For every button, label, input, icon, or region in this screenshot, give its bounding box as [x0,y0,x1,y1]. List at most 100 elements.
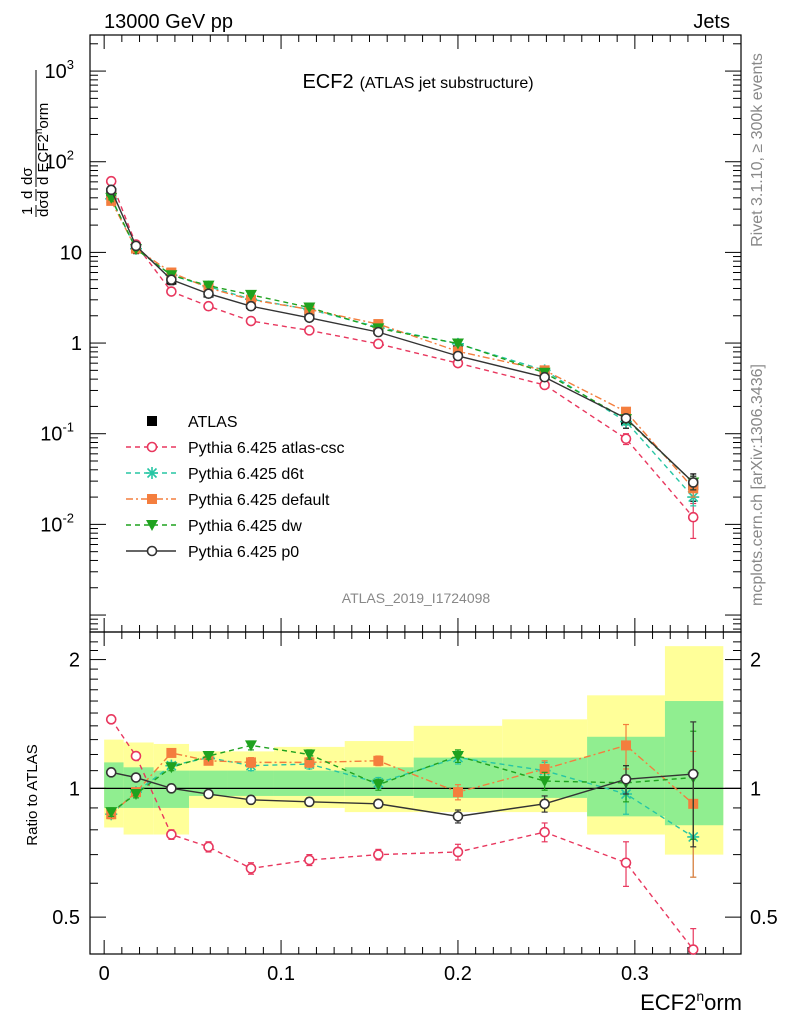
legend-item: Pythia 6.425 dw [126,518,302,535]
ratio-y-tick-label: 0.5 [52,907,80,929]
ratio-y-tick-label-right: 0.5 [750,907,778,929]
ratio-y-axis-label: Ratio to ATLAS [24,744,41,845]
data-point [203,288,214,300]
data-point [451,338,464,350]
series-pythia-6-425-d6t [105,192,700,507]
legend-label: Pythia 6.425 atlas-csc [188,440,345,457]
legend-item: Pythia 6.425 p0 [126,544,299,561]
side-text-rivet: Rivet 3.1.10, ≥ 300k events [749,53,766,247]
ratio-y-tick-label-right: 1 [750,778,761,800]
data-point [373,755,384,766]
data-point [130,772,142,783]
data-point [244,289,257,301]
data-point [539,763,550,774]
data-point [452,811,464,822]
legend-label: Pythia 6.425 default [188,492,330,509]
legend-item: ATLAS [147,414,238,431]
data-point [245,757,256,768]
legend-marker [147,494,157,504]
legend-marker [146,467,158,479]
data-point [129,789,142,801]
data-point [304,854,315,866]
legend-label: ATLAS [188,414,238,431]
x-axis-label: ECF2norm [640,988,742,1015]
chart-subtitle: (ATLAS jet substructure) [360,75,534,92]
svg-text:dσ: dσ [19,167,36,185]
data-point [166,783,177,794]
main-y-axis-label: 1 dσ d d dσ d ECF2norm [19,70,52,217]
analysis-tag: ATLAS_2019_I1724098 [342,590,491,606]
svg-text:dσ: dσ [35,199,52,217]
data-point [687,511,699,523]
legend-item: Pythia 6.425 atlas-csc [126,440,345,457]
series-pythia-6-425-p0 [105,721,699,848]
data-point [130,750,142,762]
side-text-mcplots: mcplots.cern.ch [arXiv:1306.3436] [749,364,766,606]
data-point [687,944,699,955]
series-pythia-6-425-atlas-csc [105,175,699,540]
y-label-frac1: 1 [19,207,36,215]
data-point [105,714,117,725]
legend-item: Pythia 6.425 default [126,492,330,509]
series-line [110,189,694,483]
data-point [452,350,464,362]
series-line [110,718,694,950]
series-pythia-6-425-atlas-csc [105,714,699,955]
data-point [166,274,177,285]
ratio-plot-frame [89,631,742,955]
main-axis-ticks: 10-2 10-1 1 10 102 103 [40,35,741,632]
x-tick-label: 0.3 [621,963,649,985]
main-plot-frame [89,34,742,633]
y-tick-label: 10-1 [40,420,74,446]
data-point [165,762,178,774]
chart-title-main: ECF2 [302,71,353,93]
data-point [105,767,117,778]
data-point [620,412,632,424]
data-point [538,776,551,788]
data-point [202,280,215,292]
data-point [687,768,699,780]
legend: ATLAS Pythia 6.425 atlas-csc Pythia 6.425 … [126,414,345,561]
y-tick-label: 1 [71,333,82,355]
data-point [620,857,632,869]
ratio-y-tick-label-right: 2 [750,650,761,672]
data-point [202,751,215,763]
svg-text:1: 1 [19,207,36,215]
ratio-band-inner [227,770,274,796]
ratio-y-tick-label: 1 [69,778,80,800]
ratio-axis-ticks: 0 0.1 0.2 0.3 0.5 0.5 1 1 2 2 [52,632,778,985]
legend-marker [146,441,158,453]
ratio-y-tick-label: 2 [69,650,80,672]
data-point [539,371,550,383]
data-point [373,338,384,350]
data-point [687,477,699,488]
data-point [105,175,117,187]
data-point [245,794,257,806]
header-right: Jets [693,11,730,33]
data-point [166,829,177,840]
series-pythia-6-425-p0 [105,184,699,491]
series-line [110,200,694,489]
data-point [244,740,257,752]
legend-item: Pythia 6.425 d6t [126,466,304,483]
data-point [372,779,385,791]
svg-text:d: d [19,191,36,199]
x-tick-label: 0.1 [267,963,295,985]
x-tick-label: 0.2 [444,963,472,985]
data-point [621,740,632,751]
x-tick-label: 0 [99,963,110,985]
data-point [451,751,464,763]
ratio-series-group [105,714,700,955]
data-point [203,841,214,853]
data-point [245,863,257,874]
data-point [304,312,315,324]
legend-marker [146,520,158,531]
y-tick-label: 102 [45,148,74,174]
svg-text:ECF2(ATLAS jet substructure): ECF2 (ATLAS jet substructure) [302,71,533,93]
data-point [373,326,384,338]
data-point [304,796,315,808]
data-point [620,773,632,785]
data-point [452,787,463,798]
data-point [203,788,214,800]
data-point [105,184,117,196]
